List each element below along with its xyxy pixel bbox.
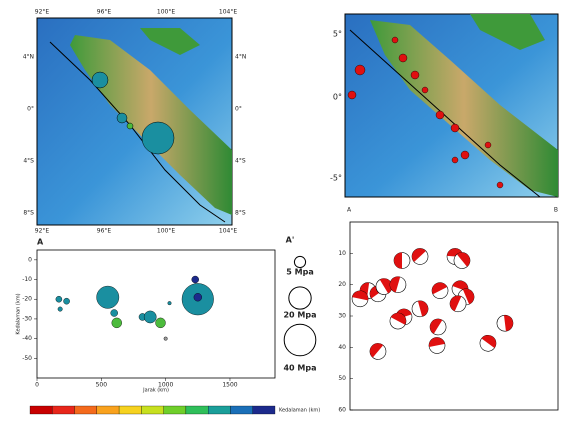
size-legend-circle xyxy=(284,324,316,356)
section-end: B xyxy=(554,207,558,214)
lon-label: 104°E xyxy=(219,228,237,235)
lat-label: 0° xyxy=(333,93,342,102)
plot-frame xyxy=(37,250,275,378)
colorbar-cell xyxy=(75,406,97,414)
stress-bubble xyxy=(168,301,172,305)
lon-label: 100°E xyxy=(157,9,175,16)
stress-bubble xyxy=(64,298,70,304)
section-start: A xyxy=(37,238,44,247)
lon-label: 96°E xyxy=(97,228,112,235)
lon-label: 92°E xyxy=(35,9,50,16)
colorbar-cell xyxy=(52,406,74,414)
stress-bubble xyxy=(156,318,166,328)
x-tick-label: 500 xyxy=(96,382,108,389)
y-tick-label: -20 xyxy=(22,296,32,303)
y-axis-title: Kedalaman (km) xyxy=(16,293,22,334)
colorbar-cell xyxy=(164,406,186,414)
x-tick-label: 1000 xyxy=(158,382,173,389)
stress-bubble xyxy=(164,337,168,341)
colorbar-cell xyxy=(119,406,141,414)
size-legend-circle xyxy=(294,256,305,267)
colorbar-cell xyxy=(253,406,275,414)
section-start: A xyxy=(347,207,352,214)
stress-bubble xyxy=(144,311,156,323)
size-legend-label: 20 Mpa xyxy=(283,311,316,320)
colorbar-cell xyxy=(208,406,230,414)
x-tick-label: 1500 xyxy=(222,382,237,389)
stress-bubble xyxy=(97,286,119,308)
stress-bubble xyxy=(56,296,62,302)
stress-bubble xyxy=(58,307,62,311)
x-tick-label: 0 xyxy=(35,382,39,389)
y-tick-label: -40 xyxy=(22,335,32,342)
lon-label: 92°E xyxy=(35,228,50,235)
colorbar-cell xyxy=(186,406,208,414)
lat-label: 5° xyxy=(333,30,342,39)
y-tick-label: 10 xyxy=(338,250,346,257)
lat-label: 4°N xyxy=(23,54,34,61)
size-legend-label: 5 Mpa xyxy=(286,268,313,277)
lon-label: 104°E xyxy=(219,9,237,16)
beachball xyxy=(394,253,410,269)
colorbar-cell xyxy=(30,406,52,414)
y-tick-label: 40 xyxy=(338,344,346,351)
y-tick-label: 0 xyxy=(28,256,32,263)
stress-bubble xyxy=(194,293,202,301)
lat-label: 4°S xyxy=(23,158,34,165)
figure: 92°E 92°E 96°E 96°E 100°E 100°E 104°E 104°E 4°N 4… xyxy=(0,0,563,423)
y-tick-label: 60 xyxy=(338,407,346,414)
map-right xyxy=(345,14,558,197)
stress-bubble xyxy=(111,309,118,316)
stress-bubble xyxy=(192,276,199,283)
colorbar-cell xyxy=(97,406,119,414)
y-tick-label: 50 xyxy=(338,375,346,382)
lat-label: 4°S xyxy=(235,158,246,165)
y-tick-label: -30 xyxy=(22,315,32,322)
lat-label: 0° xyxy=(235,106,242,113)
lat-label: 8°S xyxy=(235,210,246,217)
y-tick-label: 20 xyxy=(338,281,346,288)
y-tick-label: 30 xyxy=(338,313,346,320)
lat-label: 8°S xyxy=(23,210,34,217)
lon-label: 96°E xyxy=(97,9,112,16)
size-legend-circle xyxy=(289,287,311,309)
lon-label: 100°E xyxy=(157,228,175,235)
section-end: A' xyxy=(286,236,295,245)
lat-label: -5° xyxy=(330,174,342,183)
size-legend-label: 40 Mpa xyxy=(283,364,316,373)
lat-label: 4°N xyxy=(235,54,246,61)
colorbar-cell xyxy=(141,406,163,414)
y-tick-label: -10 xyxy=(22,276,32,283)
colorbar-label: Kedalaman (km) xyxy=(279,408,320,414)
stress-bubble xyxy=(112,318,122,328)
map-left xyxy=(37,18,232,225)
y-tick-label: -50 xyxy=(22,355,32,362)
colorbar-cell xyxy=(230,406,252,414)
lat-label: 0° xyxy=(27,106,34,113)
